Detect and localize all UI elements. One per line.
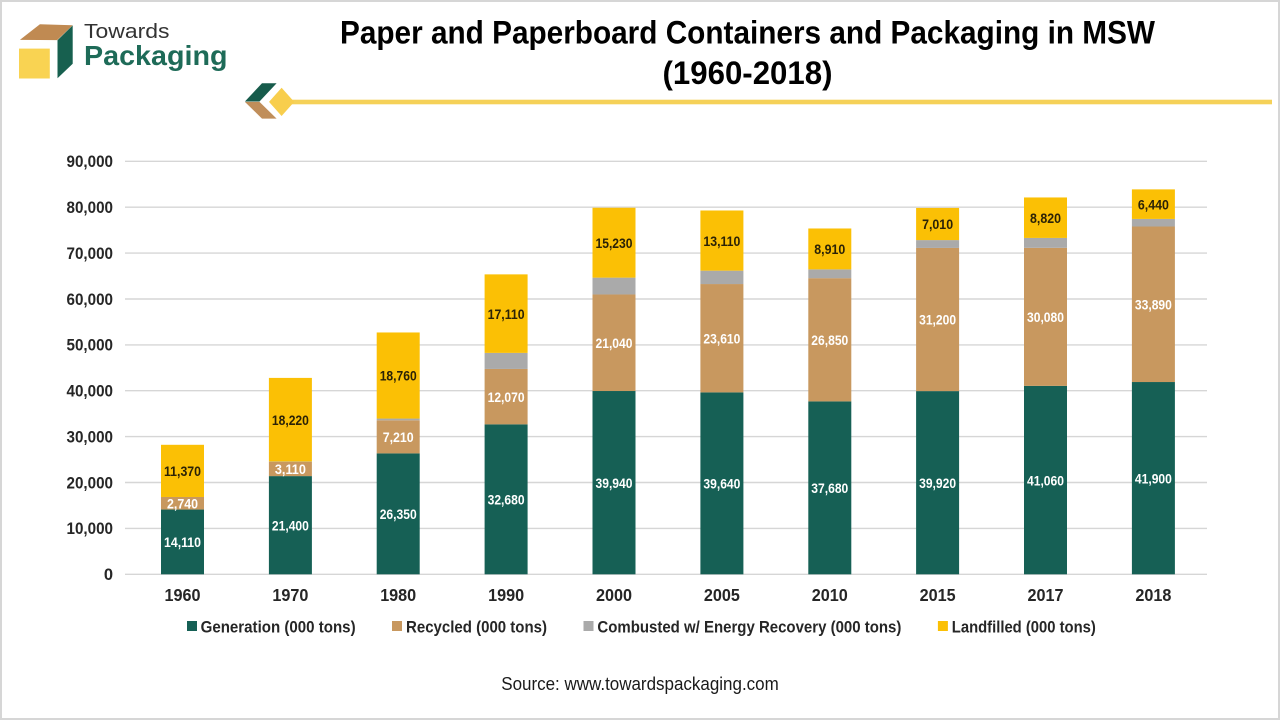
svg-text:30,000: 30,000 xyxy=(67,428,114,446)
svg-text:7,010: 7,010 xyxy=(922,217,953,232)
svg-text:2018: 2018 xyxy=(1135,585,1171,605)
svg-text:30,080: 30,080 xyxy=(1027,310,1064,325)
svg-text:10,000: 10,000 xyxy=(67,520,114,538)
svg-text:90,000: 90,000 xyxy=(67,153,114,171)
svg-text:21,400: 21,400 xyxy=(272,518,309,533)
svg-text:(1960-2018): (1960-2018) xyxy=(663,55,833,91)
svg-text:Source: www.towardspackaging.c: Source: www.towardspackaging.com xyxy=(501,673,779,694)
svg-text:Generation (000 tons): Generation (000 tons) xyxy=(201,618,356,637)
svg-text:11,370: 11,370 xyxy=(164,464,201,479)
svg-text:2,740: 2,740 xyxy=(167,497,198,512)
svg-text:2015: 2015 xyxy=(920,585,956,605)
svg-text:8,820: 8,820 xyxy=(1030,211,1061,226)
svg-text:39,920: 39,920 xyxy=(919,476,956,491)
svg-text:2017: 2017 xyxy=(1028,585,1064,605)
svg-text:13,110: 13,110 xyxy=(703,234,740,249)
svg-text:6,440: 6,440 xyxy=(1138,197,1169,212)
svg-text:8,910: 8,910 xyxy=(814,242,845,257)
svg-text:1980: 1980 xyxy=(380,585,416,605)
svg-text:Landfilled (000 tons): Landfilled (000 tons) xyxy=(952,618,1096,637)
svg-text:32,680: 32,680 xyxy=(488,493,525,508)
svg-text:80,000: 80,000 xyxy=(67,199,114,217)
svg-text:12,070: 12,070 xyxy=(488,390,525,405)
svg-text:18,220: 18,220 xyxy=(272,413,309,428)
svg-text:0: 0 xyxy=(104,566,113,584)
svg-text:40,000: 40,000 xyxy=(67,383,114,401)
svg-text:18,760: 18,760 xyxy=(380,369,417,384)
svg-text:Packaging: Packaging xyxy=(84,40,228,71)
svg-text:39,640: 39,640 xyxy=(703,477,740,492)
svg-text:2010: 2010 xyxy=(812,585,848,605)
svg-text:Combusted w/ Energy Recovery (: Combusted w/ Energy Recovery (000 tons) xyxy=(597,618,901,637)
svg-text:41,900: 41,900 xyxy=(1135,471,1172,486)
svg-text:14,110: 14,110 xyxy=(164,535,201,550)
svg-text:2000: 2000 xyxy=(596,585,632,605)
svg-text:41,060: 41,060 xyxy=(1027,473,1064,488)
svg-text:21,040: 21,040 xyxy=(596,336,633,351)
svg-text:60,000: 60,000 xyxy=(67,291,114,309)
svg-text:17,110: 17,110 xyxy=(488,307,525,322)
svg-text:1960: 1960 xyxy=(165,585,201,605)
svg-text:70,000: 70,000 xyxy=(67,245,114,263)
svg-text:37,680: 37,680 xyxy=(811,481,848,496)
svg-text:31,200: 31,200 xyxy=(919,313,956,328)
svg-text:50,000: 50,000 xyxy=(67,337,114,355)
svg-text:26,350: 26,350 xyxy=(380,507,417,522)
svg-text:1970: 1970 xyxy=(272,585,308,605)
svg-text:7,210: 7,210 xyxy=(383,430,414,445)
svg-text:39,940: 39,940 xyxy=(596,476,633,491)
svg-text:26,850: 26,850 xyxy=(811,333,848,348)
svg-text:3,110: 3,110 xyxy=(275,462,306,477)
svg-text:20,000: 20,000 xyxy=(67,474,114,492)
svg-text:Recycled (000 tons): Recycled (000 tons) xyxy=(406,618,547,637)
svg-text:15,230: 15,230 xyxy=(596,236,633,251)
svg-text:1990: 1990 xyxy=(488,585,524,605)
svg-text:33,890: 33,890 xyxy=(1135,298,1172,313)
svg-text:23,610: 23,610 xyxy=(703,331,740,346)
svg-text:Paper and Paperboard Container: Paper and Paperboard Containers and Pack… xyxy=(340,14,1156,50)
svg-text:2005: 2005 xyxy=(704,585,740,605)
